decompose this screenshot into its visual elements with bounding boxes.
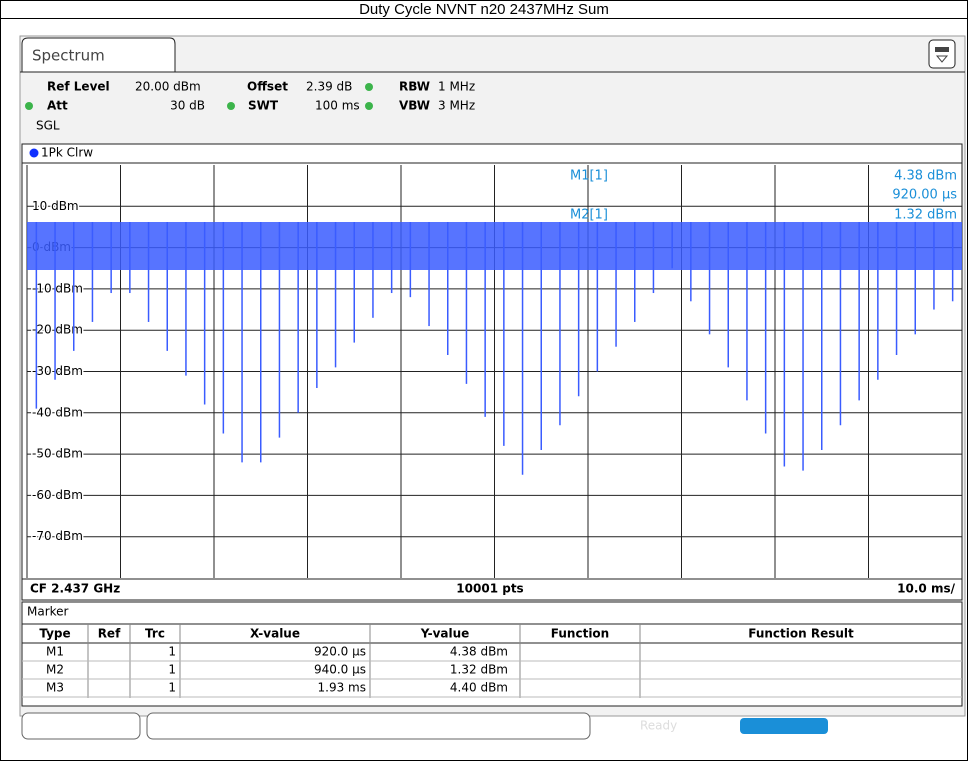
page-title: Duty Cycle NVNT n20 2437MHz Sum — [359, 1, 609, 18]
marker-readout-level: 4.38 dBm — [894, 169, 957, 184]
y-tick-label: -60 dBm — [32, 488, 83, 502]
cell-x-value: 940.0 µs — [314, 663, 366, 677]
sweep-mode: SGL — [36, 119, 60, 133]
marker-readout-level: 1.32 dBm — [894, 208, 957, 223]
trace-dot — [29, 148, 39, 158]
cell-type: M1 — [46, 645, 64, 659]
cell-x-value: 920.0 µs — [314, 645, 366, 659]
setting-label: Offset — [247, 80, 288, 94]
y-tick-label: -40 dBm — [32, 405, 83, 419]
column-header: Y-value — [420, 627, 470, 641]
cell-y-value: 4.40 dBm — [450, 681, 508, 695]
cell-trace: 1 — [168, 681, 176, 695]
tab-label[interactable]: Spectrum — [32, 47, 105, 65]
setting-value: 30 dB — [170, 99, 205, 113]
marker-table-frame — [21, 601, 963, 707]
status-dot — [25, 102, 33, 110]
column-header: Type — [39, 627, 70, 641]
setting-label: VBW — [399, 99, 430, 113]
points: 10001 pts — [456, 582, 523, 596]
progress-indicator — [740, 718, 828, 734]
menu-icon[interactable] — [928, 39, 956, 69]
status-field — [21, 712, 141, 740]
column-header: X-value — [250, 627, 300, 641]
menu-icon-arrow — [935, 55, 949, 63]
sweep-scale: 10.0 ms/ — [897, 582, 955, 596]
column-header: Function — [551, 627, 609, 641]
tab[interactable] — [21, 37, 176, 72]
cell-trace: 1 — [168, 663, 176, 677]
marker-table: Type Ref Trc X-value Y-value Function Function… — [22, 623, 962, 698]
cell-y-value: 4.38 dBm — [450, 645, 508, 659]
trace-band — [27, 222, 962, 270]
setting-value: 3 MHz — [438, 99, 475, 113]
setting-label: Ref Level — [47, 80, 110, 94]
column-header: Trc — [145, 627, 165, 641]
y-tick-label: -30 dBm — [32, 364, 83, 378]
marker-readout-time: 920.00 µs — [892, 188, 957, 203]
plot: 10 dBm0 dBm-10 dBm-20 dBm-30 dBm-40 dBm-… — [26, 165, 963, 578]
marker-readout-name: M1[1] — [570, 169, 608, 184]
setting-value: 1 MHz — [438, 80, 475, 94]
setting-label: RBW — [399, 80, 430, 94]
y-tick-label: -10 dBm — [32, 281, 83, 295]
status-dot — [365, 102, 373, 110]
status-field — [146, 712, 591, 740]
setting-value: 100 ms — [315, 99, 360, 113]
column-header: Function Result — [748, 627, 854, 641]
status-text: Ready — [640, 719, 677, 733]
marker-readout-name: M2[1] — [570, 208, 608, 223]
legend-label: 1Pk Clrw — [41, 146, 93, 160]
column-header: Ref — [98, 627, 121, 641]
center-frequency: CF 2.437 GHz — [30, 582, 120, 596]
y-tick-label: -20 dBm — [32, 323, 83, 337]
setting-value: 2.39 dB — [306, 80, 352, 94]
cell-x-value: 1.93 ms — [318, 681, 366, 695]
setting-label: Att — [47, 99, 68, 113]
menu-icon-bar — [935, 47, 949, 52]
setting-label: SWT — [248, 99, 279, 113]
y-tick-label: -50 dBm — [32, 447, 83, 461]
setting-value: 20.00 dBm — [135, 80, 201, 94]
cell-trace: 1 — [168, 645, 176, 659]
cell-type: M2 — [46, 663, 64, 677]
cell-type: M3 — [46, 681, 64, 695]
marker-table-title: Marker — [27, 605, 69, 619]
status-dot — [227, 102, 235, 110]
y-tick-label: -70 dBm — [32, 529, 83, 543]
cell-y-value: 1.32 dBm — [450, 663, 508, 677]
y-tick-label: 10 dBm — [32, 199, 79, 213]
status-dot — [365, 83, 373, 91]
